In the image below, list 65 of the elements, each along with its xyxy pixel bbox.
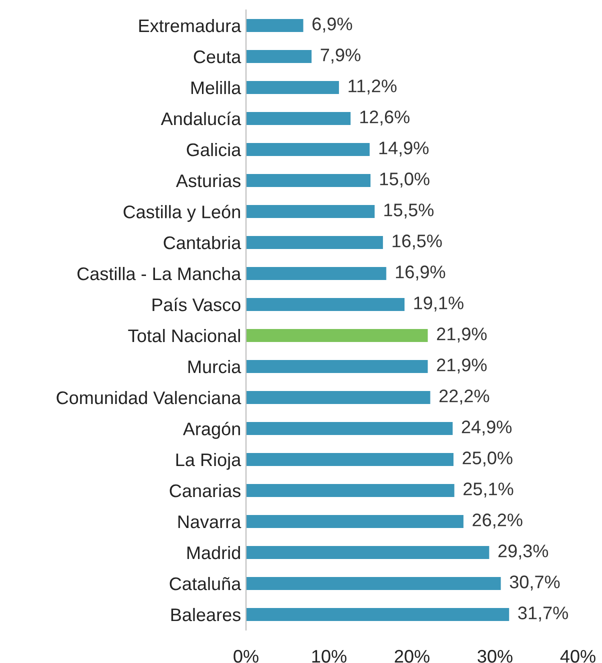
x-tick-label: 10% [312,650,346,663]
bar [246,452,454,466]
y-tick-label: Cataluña [170,576,242,590]
data-label: 24,9% [462,420,512,436]
y-tick-label: La Rioja [176,452,242,470]
data-label: 31,7% [518,606,568,622]
data-label: 21,9% [437,328,487,342]
bar [246,608,510,622]
y-tick-label: Comunidad Valenciana [56,390,242,404]
bar [246,484,454,498]
y-tick-label: Baleares [171,608,240,622]
bar [246,18,304,32]
data-label: 14,9% [379,142,429,156]
bar [246,112,351,126]
bar [246,390,430,404]
y-tick-label: Extremadura [139,18,242,32]
data-label: 15,5% [384,204,434,218]
data-label: 29,3% [498,544,548,560]
data-label: 26,2% [472,514,522,528]
y-tick-label: Galicia [186,142,242,156]
data-label: 22,2% [440,390,490,404]
data-label: 30,7% [510,576,560,590]
bar [246,422,453,436]
bar [246,328,428,342]
y-tick-label: Melilla [191,80,242,94]
y-tick-label: Aragón [182,422,240,439]
y-tick-label: Castilla y León [124,204,240,222]
data-label: 19,1% [414,296,464,312]
y-tick-label: Canarias [170,484,240,498]
data-label: 7,9% [320,48,360,64]
bar [246,80,339,94]
bar [246,266,386,280]
x-tick-label: 30% [478,650,512,663]
y-tick-label: Cantabria [164,236,242,250]
data-label: 11,2% [348,80,397,94]
bar [246,236,383,250]
bar [246,360,428,374]
bar [246,50,312,64]
y-tick-label: Ceuta [194,50,242,64]
bar [246,576,501,590]
data-label: 6,9% [312,18,352,32]
x-tick-label: 20% [394,650,430,663]
y-tick-label: Navarra [178,516,242,528]
bar [246,204,375,218]
x-tick-label: 0% [234,650,258,663]
bar [246,298,405,312]
data-label: 21,9% [437,358,487,374]
y-tick-label: Madrid [187,546,240,560]
y-tick-label: Andalucía [160,112,242,126]
bar [246,142,370,156]
data-label: 16,5% [392,234,442,250]
data-label: 15,0% [380,172,430,188]
y-tick-label: Total Nacional [128,328,240,342]
x-tick-label: 40% [560,650,596,663]
y-tick-label: Asturias [176,174,240,188]
data-label: 12,6% [360,110,410,126]
data-label: 25,1% [464,482,514,498]
y-tick-label: Castilla - La Mancha [77,266,242,280]
y-tick-label: Murcia [188,360,242,374]
data-label: 16,9% [396,266,446,280]
bar [246,174,370,188]
bar [246,546,490,560]
y-tick-label: País Vasco [152,298,240,312]
data-label: 25,0% [462,452,512,466]
bar [246,514,464,528]
